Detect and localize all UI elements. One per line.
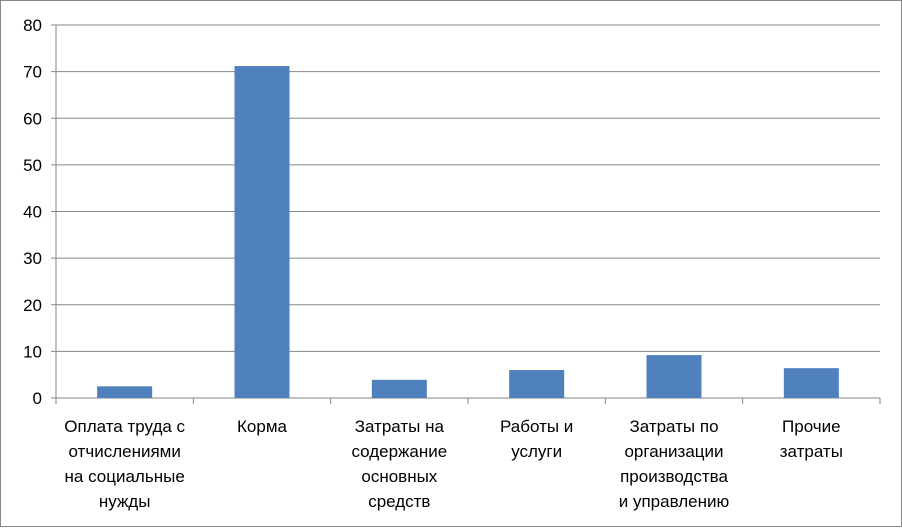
x-category-label-line: на социальные	[65, 467, 185, 486]
bar	[234, 66, 290, 398]
x-category-label-line: и управлению	[619, 492, 730, 511]
x-category-label-line: основных	[361, 467, 437, 486]
x-category-label-line: Прочие	[782, 417, 841, 436]
x-category-label: Оплата труда с отчислениями на социальные н…	[64, 417, 185, 511]
x-category-label-line: Затраты по	[629, 417, 718, 436]
bar	[646, 355, 702, 398]
x-category-label: Работы и услуги	[500, 417, 573, 461]
x-category-label-line: производства	[620, 467, 728, 486]
y-tick-label: 0	[33, 389, 42, 408]
x-category-label-line: Оплата труда с	[64, 417, 185, 436]
x-category-label-line: организации	[624, 442, 723, 461]
x-category-label-line: Затраты на	[355, 417, 445, 436]
bar	[97, 386, 153, 398]
y-tick-label: 70	[23, 63, 42, 82]
x-category-label-line: нужды	[99, 492, 151, 511]
x-category-label-line: затраты	[780, 442, 843, 461]
y-tick-label: 30	[23, 249, 42, 268]
y-tick-label: 80	[23, 16, 42, 35]
bar	[509, 370, 565, 398]
y-tick-label: 60	[23, 109, 42, 128]
bar	[783, 368, 839, 398]
x-category-label-line: средств	[368, 492, 430, 511]
x-category-label-line: Работы и	[500, 417, 573, 436]
y-tick-label: 50	[23, 156, 42, 175]
x-category-label-line: Корма	[237, 417, 287, 436]
y-tick-label: 10	[23, 342, 42, 361]
x-category-label: Корма	[237, 417, 287, 436]
x-category-label: Затраты по организации производства и управ…	[619, 417, 730, 511]
x-category-label: Прочие затраты	[780, 417, 843, 461]
x-category-label: Затраты на содержание основных средств	[351, 417, 447, 511]
x-category-label-line: услуги	[511, 442, 562, 461]
y-tick-label: 20	[23, 296, 42, 315]
bar	[371, 379, 427, 398]
x-category-label-line: содержание	[351, 442, 447, 461]
x-category-label-line: отчислениями	[68, 442, 180, 461]
y-tick-label: 40	[23, 203, 42, 222]
